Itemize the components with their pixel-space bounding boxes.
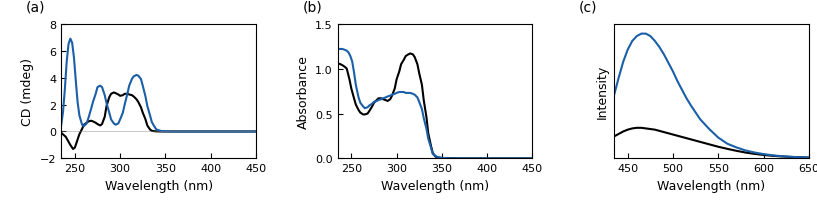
Text: (c): (c) — [579, 0, 597, 14]
X-axis label: Wavelength (nm): Wavelength (nm) — [105, 179, 212, 192]
Y-axis label: Absorbance: Absorbance — [297, 55, 310, 128]
Y-axis label: CD (mdeg): CD (mdeg) — [21, 58, 34, 125]
X-axis label: Wavelength (nm): Wavelength (nm) — [381, 179, 489, 192]
X-axis label: Wavelength (nm): Wavelength (nm) — [658, 179, 766, 192]
Text: (a): (a) — [26, 0, 46, 14]
Y-axis label: Intensity: Intensity — [596, 65, 609, 119]
Text: (b): (b) — [302, 0, 323, 14]
